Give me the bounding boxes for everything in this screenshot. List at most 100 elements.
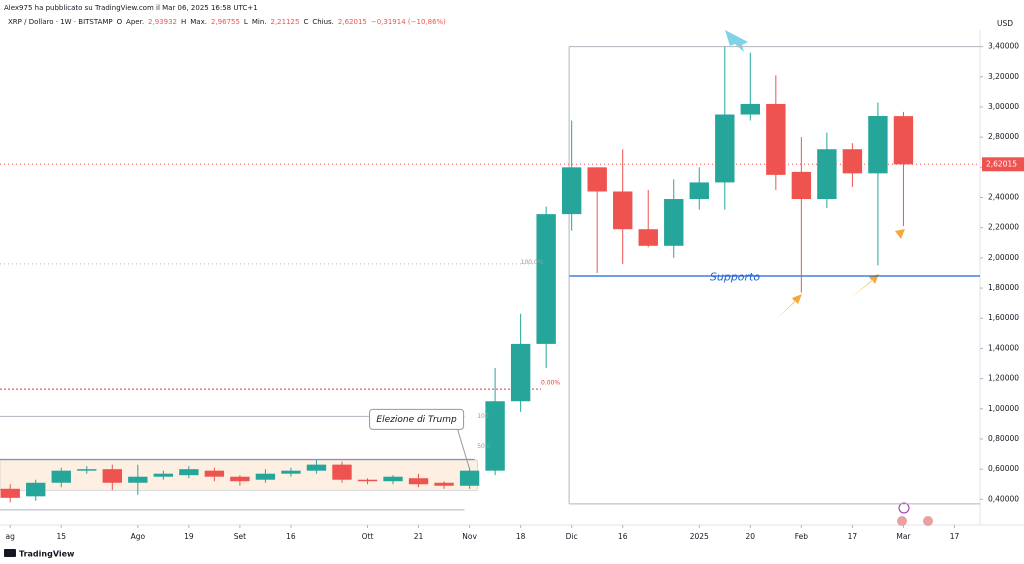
x-tick-label: Dic <box>566 532 578 541</box>
candle-body <box>26 482 46 497</box>
x-tick-label: 2025 <box>690 532 709 541</box>
candle-body <box>715 114 735 183</box>
candle-body <box>664 199 684 246</box>
currency: USD <box>997 19 1013 28</box>
candle-body <box>536 214 556 344</box>
candle-body <box>510 343 531 402</box>
x-tick-label: Ott <box>362 532 374 541</box>
field-label: Chius. <box>312 18 334 26</box>
field-key: O <box>117 18 123 26</box>
candle-body <box>0 488 20 498</box>
y-tick-label: 1,40000 <box>988 343 1019 352</box>
field-key: L <box>244 18 248 26</box>
x-tick-label: 15 <box>56 532 66 541</box>
event-icon <box>923 516 933 526</box>
range-zone <box>0 459 478 491</box>
candle-body <box>613 191 633 230</box>
event-icon <box>897 516 907 526</box>
x-tick-label: 16 <box>286 532 296 541</box>
candle-body <box>102 469 122 483</box>
author-line: Alex975 ha pubblicato su TradingView.com… <box>4 4 258 12</box>
field-value: 2,96755 <box>211 18 240 26</box>
x-tick-label: 17 <box>848 532 858 541</box>
arrow-orange <box>775 294 802 320</box>
callout-pointer <box>457 429 471 470</box>
fib-label: 0.00% <box>541 380 560 387</box>
fib-label: 50.0 <box>477 443 491 450</box>
candle-body <box>77 469 97 471</box>
y-tick-label: 1,20000 <box>988 374 1019 383</box>
logo-icon <box>4 549 16 557</box>
candle-body <box>459 470 480 486</box>
last-price-label: 2,62015 <box>986 159 1017 168</box>
field-label: Aper. <box>126 18 144 26</box>
candle-body <box>587 167 607 192</box>
field-label: Min. <box>252 18 267 26</box>
candle-body <box>204 470 225 477</box>
logo: TradingView <box>19 550 75 559</box>
field-value: 2,21125 <box>270 18 299 26</box>
change: −0,31914 (−10,86%) <box>371 18 446 26</box>
y-tick-label: 0,60000 <box>988 464 1019 473</box>
candle-body <box>281 470 301 474</box>
x-tick-label: ag <box>6 532 16 541</box>
event-icon <box>898 502 910 514</box>
candle-body <box>766 103 786 175</box>
candle-body <box>255 473 276 480</box>
y-tick-label: 2,80000 <box>988 132 1019 141</box>
candle-body <box>893 116 914 165</box>
candle-body <box>153 473 174 477</box>
last-price-tag <box>982 157 1024 172</box>
y-tick-label: 1,00000 <box>988 404 1019 413</box>
candle-body <box>179 469 199 476</box>
fib-label: 100.0% <box>521 259 544 266</box>
arrow-orange <box>852 274 879 297</box>
fib-label: 100 <box>477 413 489 420</box>
x-tick-label: 21 <box>414 532 424 541</box>
y-tick-label: 0,40000 <box>988 494 1019 503</box>
candle-body <box>485 401 505 471</box>
candle-body <box>638 229 658 246</box>
field-key: C <box>303 18 308 26</box>
candle-body <box>689 182 709 200</box>
candle-body <box>842 149 863 174</box>
x-tick-label: 16 <box>618 532 628 541</box>
candle-body <box>306 464 327 471</box>
symbol-header: XRP / Dollaro · 1W · BITSTAMP O Aper. 2,939… <box>8 18 446 26</box>
candle-body <box>357 479 378 482</box>
x-tick-label: Nov <box>462 532 477 541</box>
symbol: XRP / Dollaro · 1W · BITSTAMP <box>8 18 113 26</box>
field-value: 2,62015 <box>338 18 367 26</box>
y-tick-label: 3,40000 <box>988 42 1019 51</box>
x-tick-label: Set <box>234 532 246 541</box>
candle-body <box>332 464 352 480</box>
callout-text: Elezione di Trump <box>376 415 457 425</box>
y-tick-label: 3,20000 <box>988 72 1019 81</box>
field-label: Max. <box>190 18 207 26</box>
candle-body <box>434 482 454 486</box>
x-tick-label: 17 <box>950 532 960 541</box>
support-label: Supporto <box>710 271 760 284</box>
y-tick-label: 1,60000 <box>988 313 1019 322</box>
candle-body <box>740 103 761 115</box>
candle-body <box>868 116 888 174</box>
field-key: H <box>181 18 186 26</box>
candle-body <box>230 476 250 482</box>
y-tick-label: 0,80000 <box>988 434 1019 443</box>
candle-body <box>51 470 71 483</box>
x-tick-label: Feb <box>795 532 809 541</box>
y-tick-label: 3,00000 <box>988 102 1019 111</box>
candle-body <box>791 171 812 200</box>
y-tick-label: 1,80000 <box>988 283 1019 292</box>
field-value: 2,93932 <box>148 18 177 26</box>
y-tick-label: 2,40000 <box>988 193 1019 202</box>
candle-body <box>128 476 148 483</box>
y-tick-label: 2,00000 <box>988 253 1019 262</box>
arrow-orange <box>878 229 905 249</box>
candle-body <box>817 149 837 200</box>
x-tick-label: Mar <box>896 532 911 541</box>
x-tick-label: Ago <box>131 532 146 541</box>
x-tick-label: 20 <box>746 532 756 541</box>
